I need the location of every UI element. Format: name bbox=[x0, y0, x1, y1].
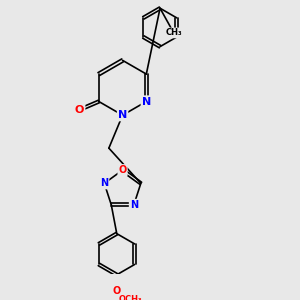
Text: N: N bbox=[118, 110, 127, 120]
Text: O: O bbox=[118, 165, 127, 175]
Text: CH₃: CH₃ bbox=[165, 28, 182, 38]
Text: O: O bbox=[75, 105, 84, 115]
Text: OCH₃: OCH₃ bbox=[119, 295, 142, 300]
Text: O: O bbox=[112, 286, 121, 296]
Text: N: N bbox=[142, 97, 151, 106]
Text: N: N bbox=[100, 178, 108, 188]
Text: N: N bbox=[130, 200, 138, 210]
